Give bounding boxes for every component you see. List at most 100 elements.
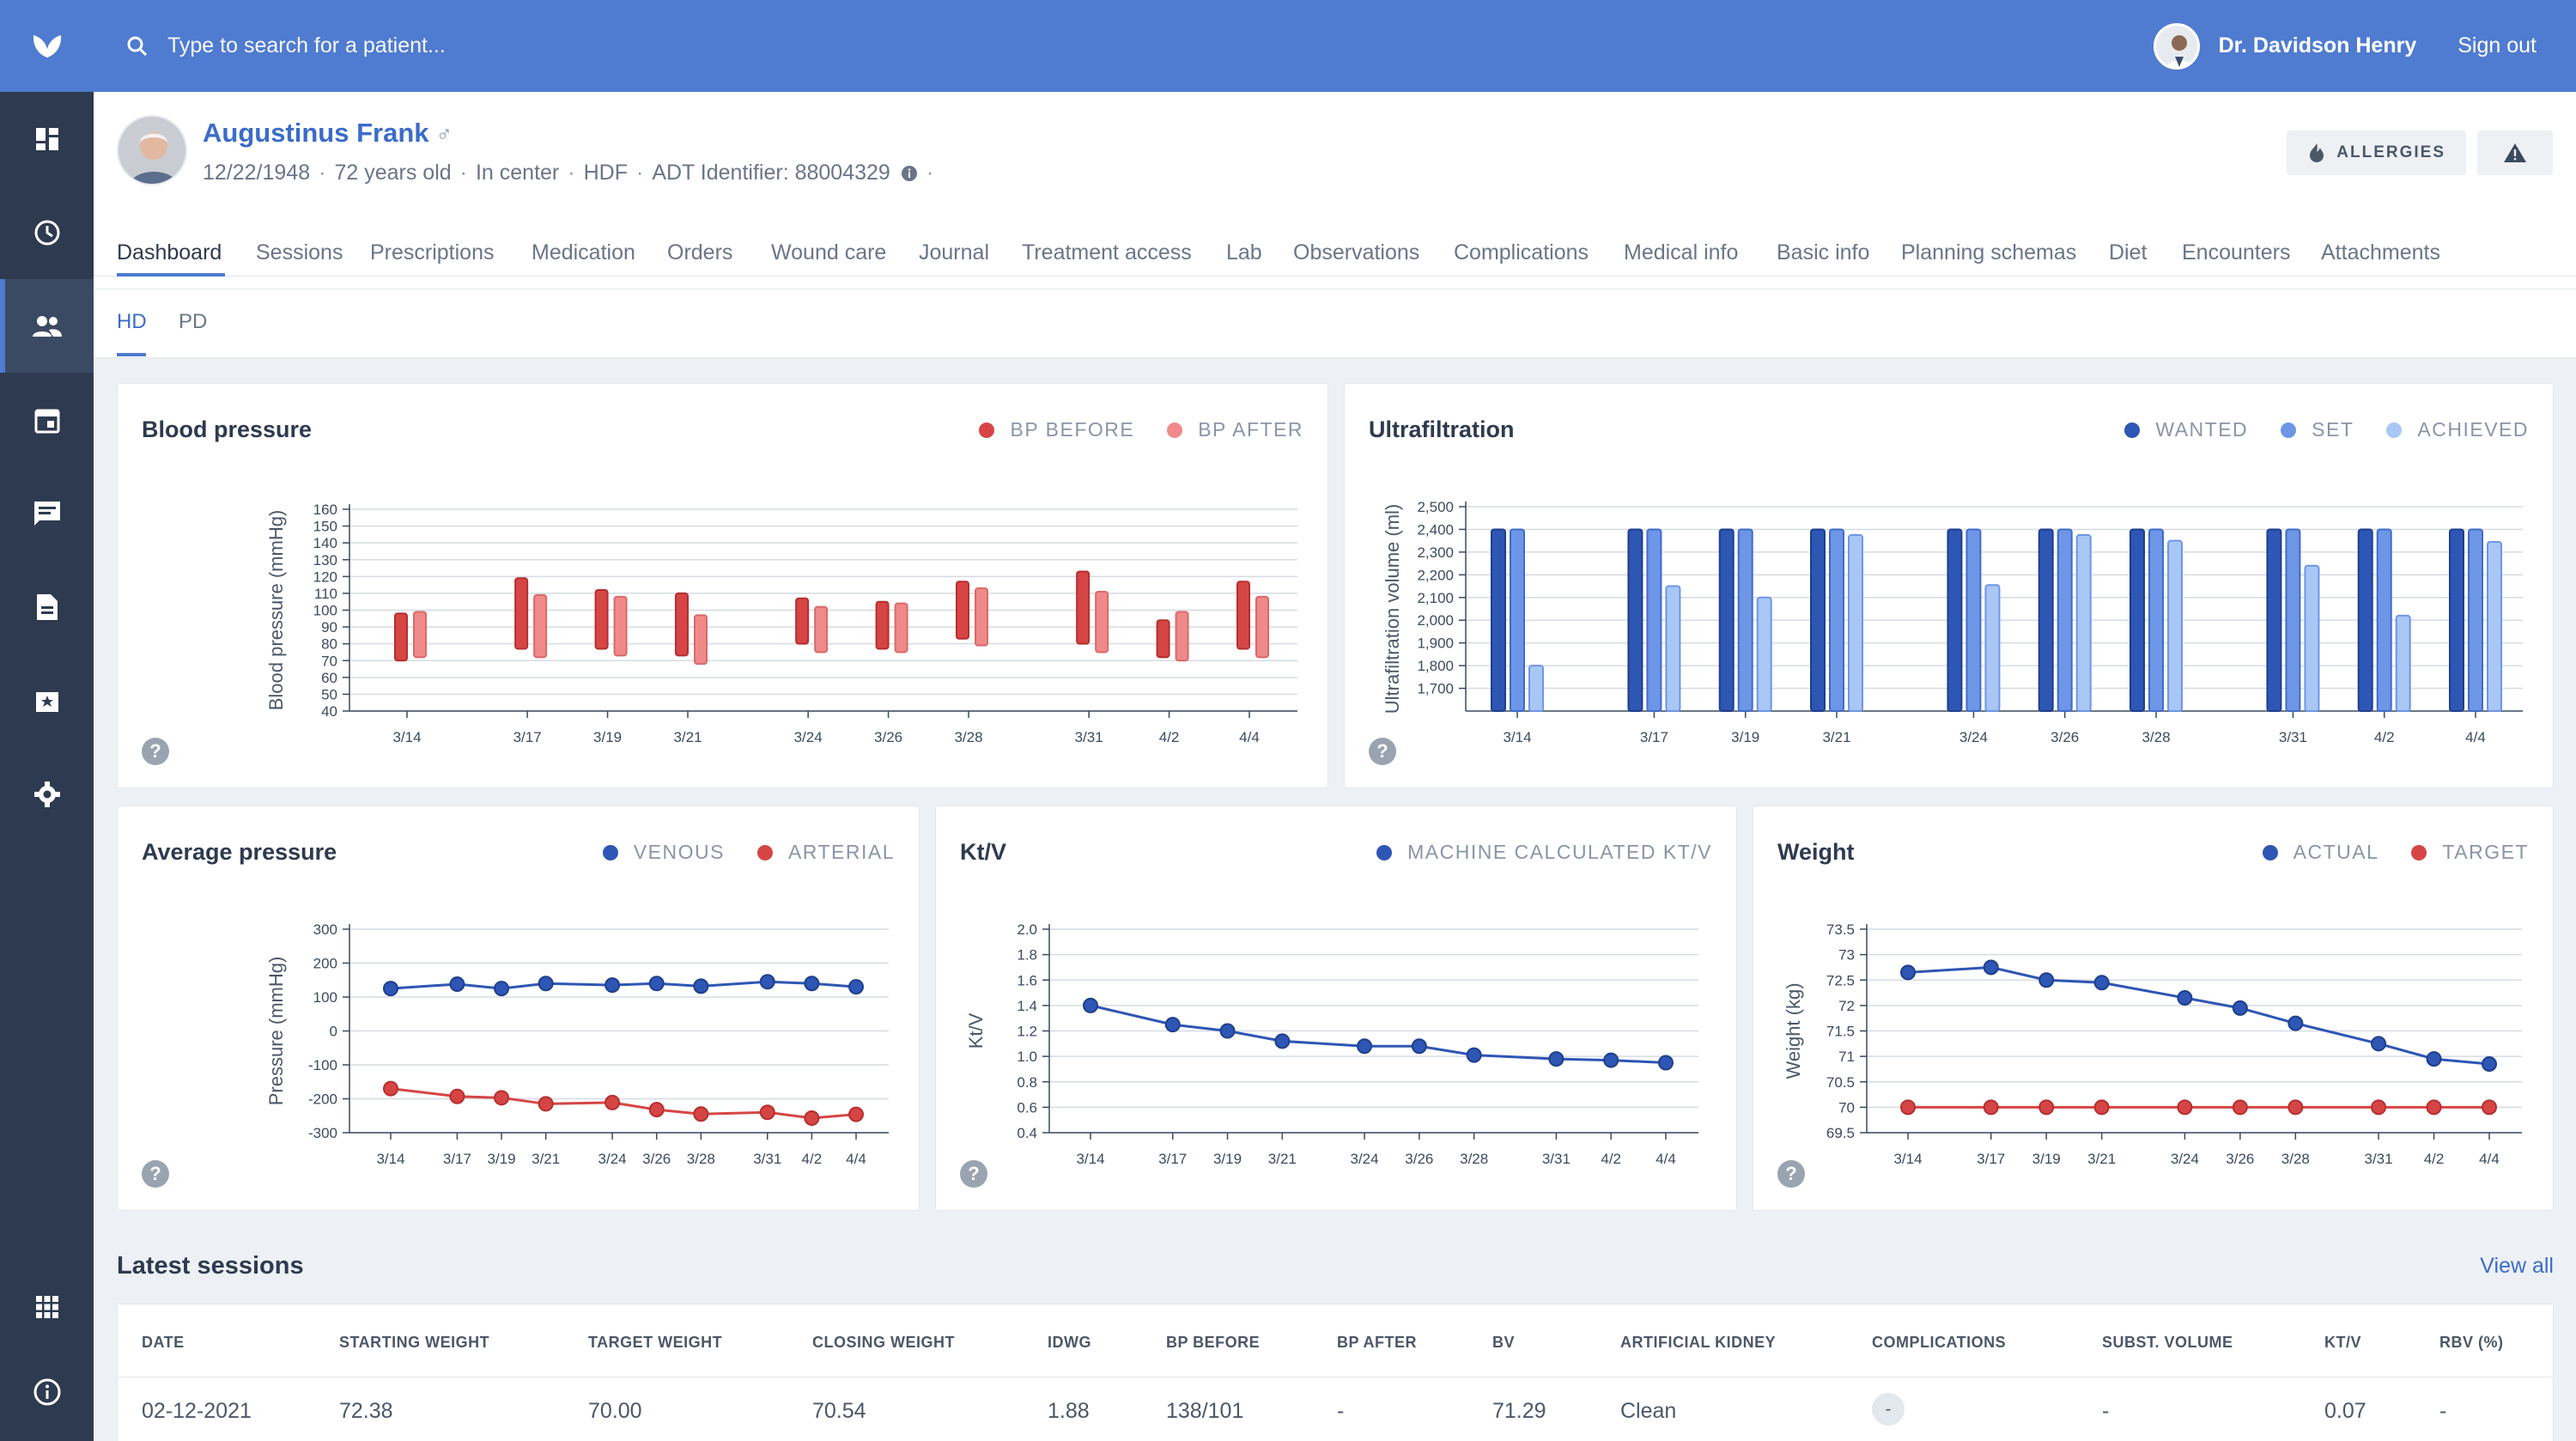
info-icon[interactable] — [901, 165, 918, 182]
tab-lab[interactable]: Lab — [1226, 240, 1262, 264]
uf-bar — [1510, 528, 1525, 712]
y-tick-label: 50 — [321, 686, 337, 702]
legend-item[interactable]: VENOUS — [602, 841, 725, 864]
data-point — [2426, 1051, 2442, 1067]
column-header[interactable]: ARTIFICIAL KIDNEY — [1620, 1334, 1777, 1351]
tab-complications[interactable]: Complications — [1454, 240, 1589, 264]
column-header[interactable]: STARTING WEIGHT — [339, 1334, 490, 1351]
y-axis-label: Ultrafiltration volume (ml) — [1382, 504, 1403, 714]
legend-item[interactable]: BP AFTER — [1167, 418, 1303, 441]
legend-item[interactable]: TARGET — [2411, 841, 2529, 864]
table-cell: - — [2102, 1399, 2110, 1423]
column-header[interactable]: BP BEFORE — [1166, 1334, 1261, 1351]
tab-dashboard[interactable]: Dashboard — [117, 240, 222, 264]
uf-bar — [1737, 528, 1753, 712]
patient-photo — [117, 115, 187, 185]
ultrafiltration-chart: 1,700 1,800 1,900 2,000 2,100 2,200 2,300 2,400… — [1382, 499, 2523, 745]
user-menu[interactable]: Dr. Davidson Henry Sign out — [2153, 22, 2537, 70]
tab-wound-care[interactable]: Wound care — [771, 240, 887, 264]
table-cell: - — [1337, 1399, 1345, 1423]
column-header[interactable]: BV — [1492, 1334, 1516, 1351]
nav-documents[interactable] — [0, 560, 94, 654]
column-header[interactable]: COMPLICATIONS — [1872, 1334, 2007, 1351]
legend-item[interactable]: SET — [2281, 418, 2354, 441]
legend-item[interactable]: BP BEFORE — [979, 418, 1134, 441]
tab-journal[interactable]: Journal — [919, 240, 989, 264]
sign-out-link[interactable]: Sign out — [2458, 33, 2537, 58]
warnings-button[interactable] — [2477, 131, 2553, 175]
search-input[interactable]: Type to search for a patient... — [167, 33, 446, 58]
tab-prescriptions[interactable]: Prescriptions — [370, 240, 495, 264]
subtab-pd[interactable]: PD — [179, 310, 208, 333]
y-tick-label: 40 — [321, 703, 337, 720]
tab-attachments[interactable]: Attachments — [2321, 240, 2440, 264]
data-point — [759, 1104, 775, 1121]
allergies-button[interactable]: ALLERGIES — [2287, 131, 2466, 175]
x-tick-label: 4/4 — [1656, 1151, 1676, 1167]
bp-bar — [814, 605, 829, 654]
nav-messages[interactable] — [0, 466, 94, 560]
tab-planning-schemas[interactable]: Planning schemas — [1901, 240, 2077, 264]
tab-encounters[interactable]: Encounters — [2182, 240, 2291, 264]
x-tick-label: 4/2 — [2424, 1151, 2445, 1167]
nav-history[interactable] — [0, 185, 94, 279]
data-point — [693, 978, 709, 994]
column-header[interactable]: CLOSING WEIGHT — [812, 1334, 955, 1351]
warning-icon — [2504, 143, 2526, 162]
complications-chip[interactable]: - — [1872, 1393, 1905, 1426]
table-cell: 70.54 — [812, 1399, 866, 1423]
tab-medication[interactable]: Medication — [532, 240, 635, 264]
y-tick-label: 90 — [321, 619, 337, 635]
tab-diet[interactable]: Diet — [2109, 240, 2148, 264]
legend-item[interactable]: ACTUAL — [2262, 841, 2379, 864]
help-icon[interactable]: ? — [1369, 738, 1396, 765]
tab-medical-info[interactable]: Medical info — [1624, 240, 1739, 264]
nav-settings[interactable] — [0, 747, 94, 841]
legend-item[interactable]: WANTED — [2124, 418, 2248, 441]
view-all-link[interactable]: View all — [2480, 1254, 2554, 1278]
app-logo[interactable] — [0, 0, 94, 92]
column-header[interactable]: BP AFTER — [1337, 1334, 1418, 1351]
nav-apps[interactable] — [0, 1260, 94, 1353]
x-tick-label: 3/17 — [443, 1151, 471, 1167]
table-cell: 02-12-2021 — [142, 1399, 252, 1423]
help-icon[interactable]: ? — [142, 738, 169, 765]
help-icon[interactable]: ? — [142, 1160, 169, 1188]
nav-info[interactable] — [0, 1353, 94, 1431]
legend-item[interactable]: MACHINE CALCULATED KT/V — [1376, 841, 1712, 864]
tab-basic-info[interactable]: Basic info — [1777, 240, 1870, 264]
data-point — [693, 1106, 709, 1122]
legend-label: BP BEFORE — [1010, 418, 1135, 441]
tab-orders[interactable]: Orders — [667, 240, 733, 264]
legend-item[interactable]: ACHIEVED — [2386, 418, 2529, 441]
bp-bar — [894, 602, 908, 654]
column-header[interactable]: IDWG — [1048, 1334, 1091, 1351]
help-icon[interactable]: ? — [960, 1160, 987, 1188]
data-point — [1083, 997, 1098, 1013]
data-point — [449, 976, 465, 992]
subtab-hd[interactable]: HD — [117, 310, 147, 333]
tab-sessions[interactable]: Sessions — [256, 240, 343, 264]
series-line — [1090, 1004, 1667, 1065]
column-header[interactable]: DATE — [142, 1334, 185, 1351]
x-tick-label: 3/31 — [2279, 729, 2307, 745]
data-point — [848, 979, 864, 995]
column-header[interactable]: SUBST. VOLUME — [2102, 1334, 2233, 1351]
column-header[interactable]: TARGET WEIGHT — [588, 1334, 723, 1351]
data-point — [2426, 1099, 2442, 1116]
nav-patients[interactable] — [0, 279, 94, 373]
patient-search[interactable]: Type to search for a patient... — [126, 33, 2154, 58]
nav-planning[interactable] — [0, 654, 94, 747]
column-header[interactable]: RBV (%) — [2439, 1334, 2504, 1351]
tab-observations[interactable]: Observations — [1293, 240, 1420, 264]
nav-dashboard[interactable] — [0, 92, 94, 185]
y-tick-label: 1,700 — [1417, 681, 1454, 697]
help-icon[interactable]: ? — [1777, 1160, 1805, 1188]
y-tick-label: 70 — [321, 653, 337, 669]
patient-name[interactable]: Augustinus Frank ♂ — [203, 118, 453, 149]
column-header[interactable]: KT/V — [2324, 1334, 2362, 1351]
nav-calendar[interactable] — [0, 373, 94, 466]
tab-treatment-access[interactable]: Treatment access — [1022, 240, 1192, 264]
clock-icon — [34, 220, 59, 245]
legend-item[interactable]: ARTERIAL — [756, 841, 895, 864]
